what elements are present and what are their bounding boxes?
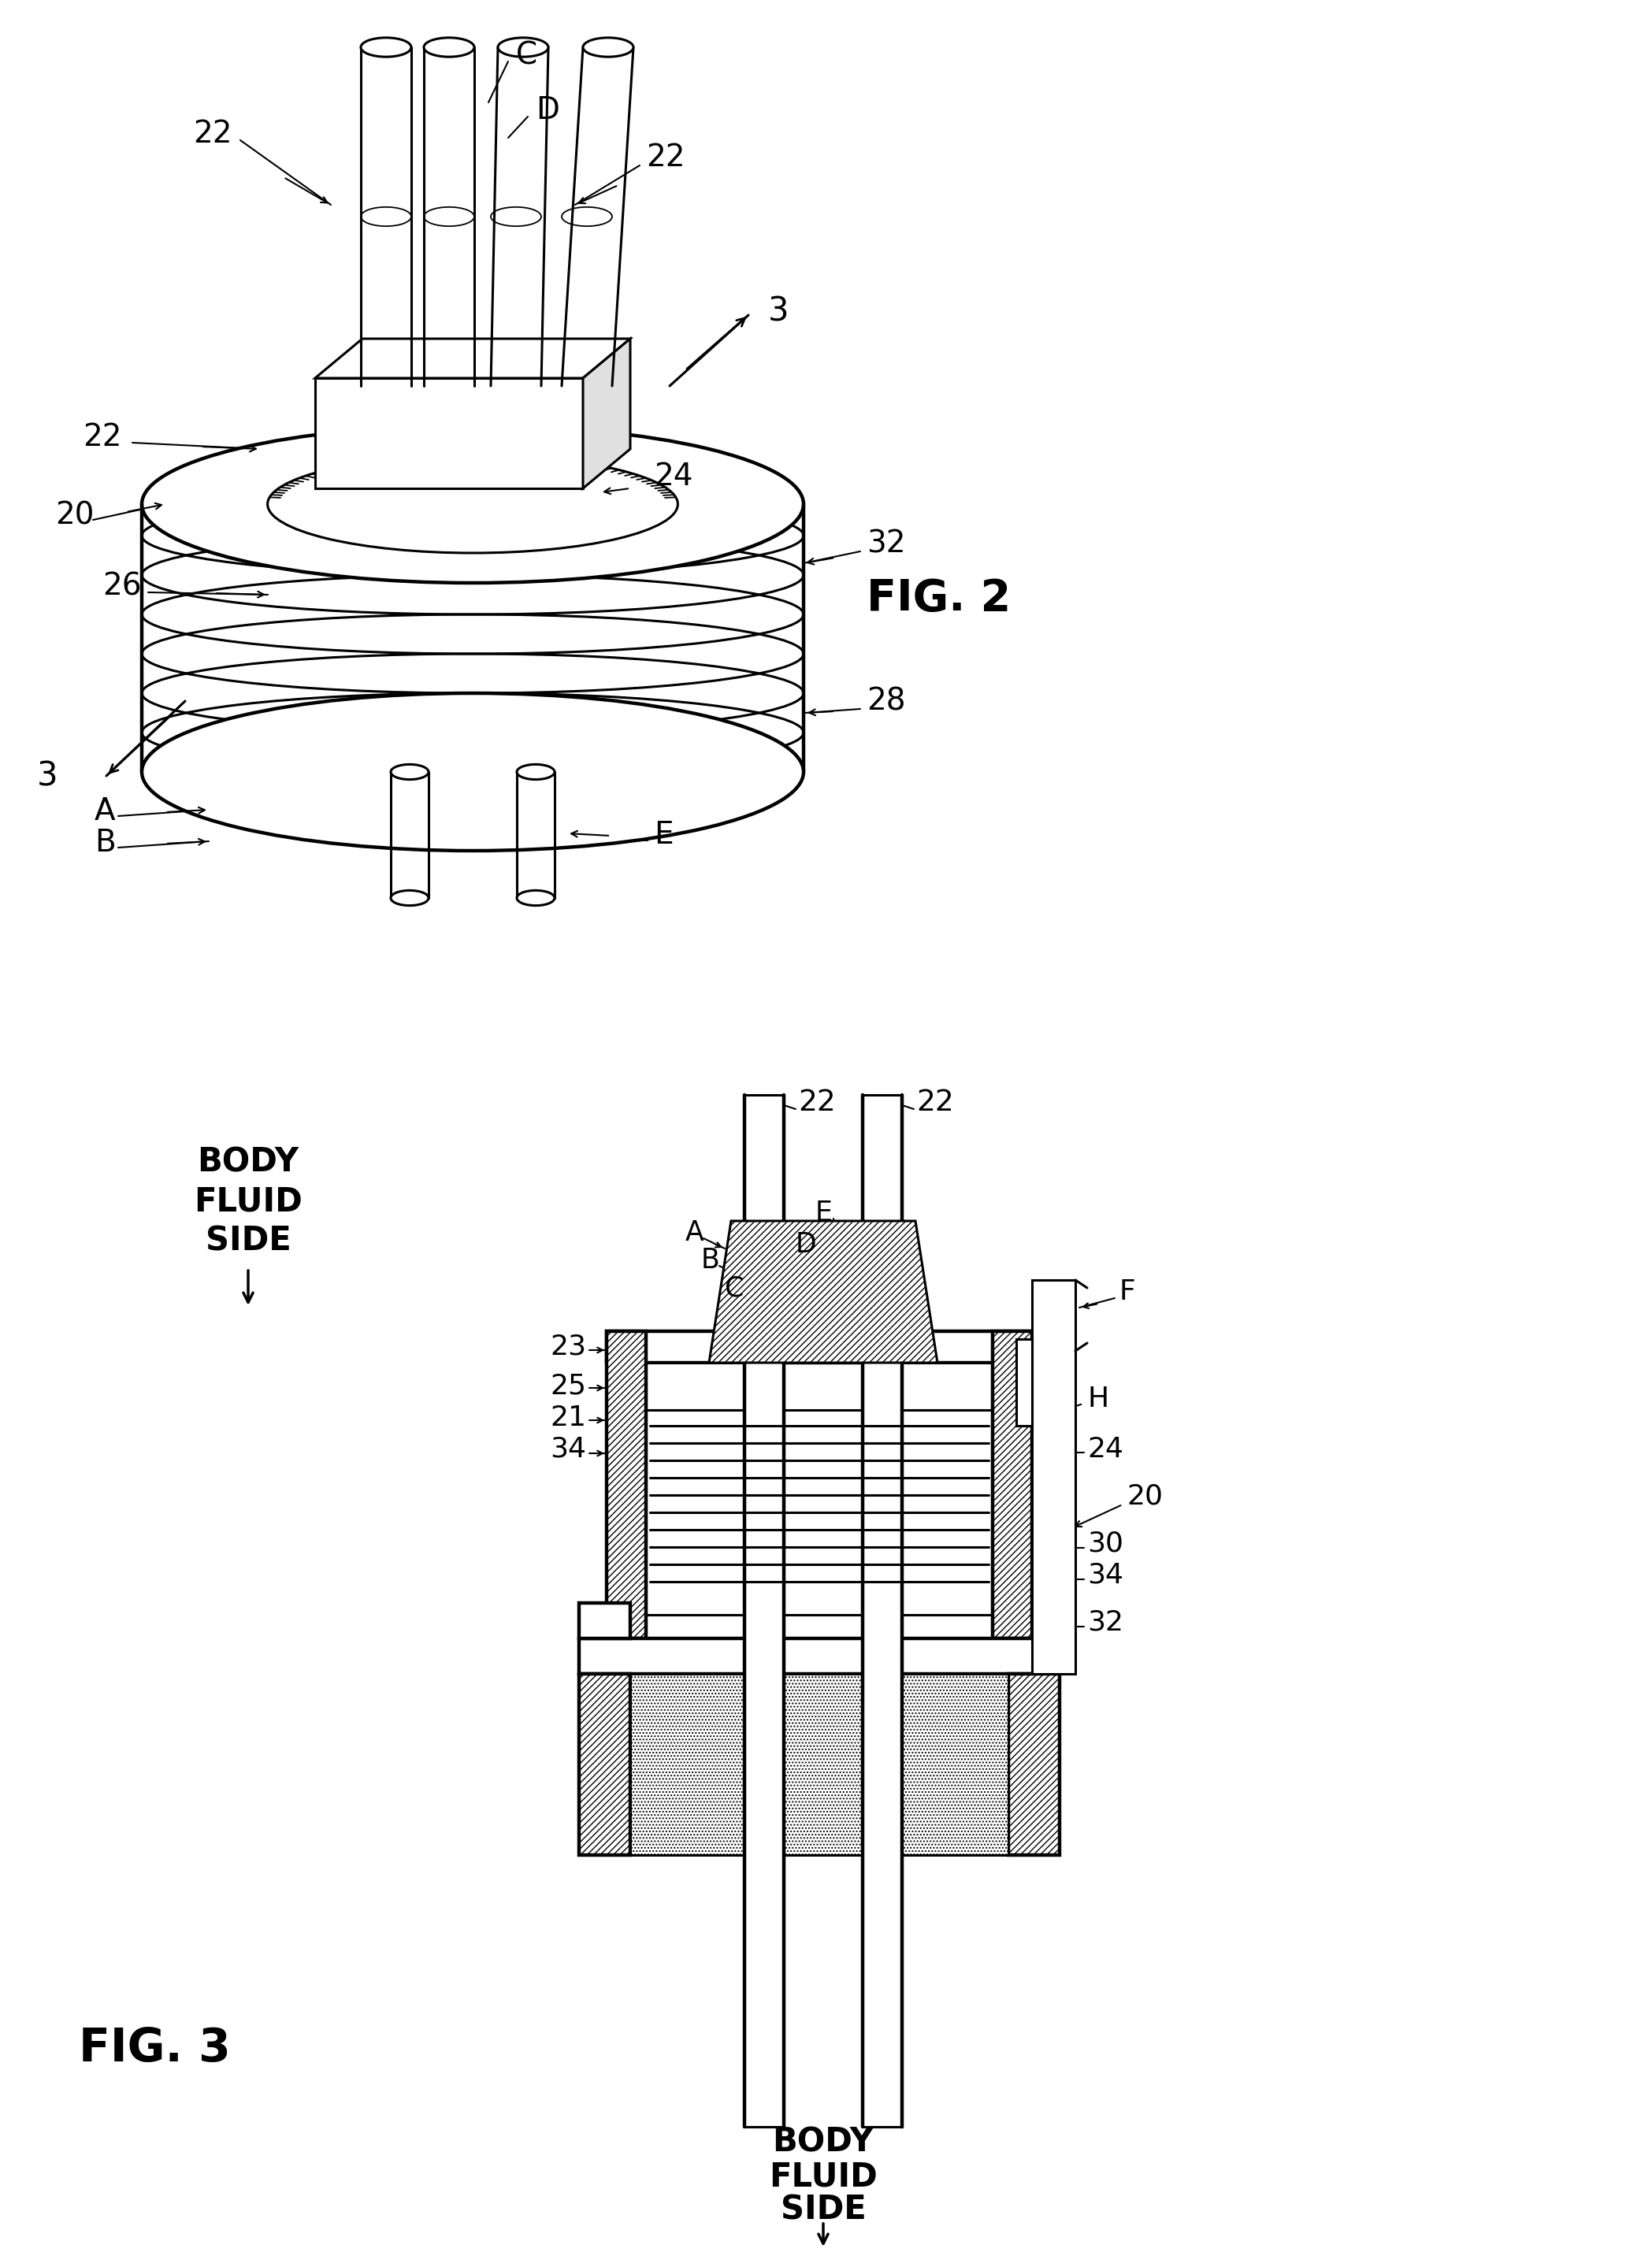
- Bar: [993, 1331, 1032, 1639]
- Text: H: H: [1087, 1385, 1108, 1412]
- Ellipse shape: [517, 891, 555, 905]
- Text: 32: 32: [867, 528, 905, 558]
- Bar: [862, 1095, 902, 2126]
- Text: 23: 23: [550, 1333, 586, 1360]
- Text: 25: 25: [550, 1374, 586, 1399]
- Text: 21: 21: [550, 1406, 586, 1430]
- Text: E: E: [816, 1199, 833, 1226]
- Text: C: C: [725, 1274, 743, 1301]
- Ellipse shape: [392, 764, 428, 780]
- Text: 22: 22: [646, 143, 686, 172]
- Text: D: D: [535, 95, 560, 125]
- Bar: [629, 1673, 1008, 1854]
- Bar: [902, 1362, 993, 1410]
- Text: 22: 22: [798, 1088, 836, 1118]
- Text: SIDE: SIDE: [780, 2194, 866, 2226]
- Text: FLUID: FLUID: [768, 2160, 877, 2192]
- Bar: [1008, 1673, 1059, 1854]
- Text: 3: 3: [36, 759, 58, 793]
- Text: 24: 24: [1087, 1435, 1123, 1462]
- Text: 22: 22: [193, 118, 233, 150]
- Text: BODY: BODY: [773, 2126, 874, 2158]
- Text: 34: 34: [1087, 1562, 1123, 1589]
- Text: 24: 24: [654, 462, 692, 492]
- Bar: [1032, 1281, 1075, 1673]
- Text: D: D: [796, 1231, 816, 1258]
- Text: A: A: [686, 1220, 704, 1247]
- Ellipse shape: [583, 39, 633, 57]
- Bar: [646, 1410, 993, 1614]
- Text: 26: 26: [102, 571, 142, 601]
- Ellipse shape: [392, 891, 428, 905]
- Bar: [580, 1639, 1059, 1673]
- Ellipse shape: [497, 39, 548, 57]
- Text: 22: 22: [917, 1088, 953, 1118]
- Text: A: A: [94, 796, 116, 825]
- Bar: [745, 1095, 783, 2126]
- Text: E: E: [654, 821, 674, 850]
- Text: F: F: [1118, 1279, 1135, 1306]
- Text: SIDE: SIDE: [205, 1224, 291, 1258]
- Text: 20: 20: [55, 501, 94, 530]
- Bar: [646, 1362, 745, 1410]
- Text: 3: 3: [768, 295, 790, 329]
- Polygon shape: [316, 379, 583, 487]
- Polygon shape: [316, 338, 629, 379]
- Text: 28: 28: [867, 687, 905, 716]
- Text: B: B: [94, 827, 116, 857]
- Text: 30: 30: [1087, 1530, 1123, 1557]
- Bar: [606, 1331, 646, 1639]
- Bar: [606, 1331, 1032, 1362]
- Ellipse shape: [425, 39, 474, 57]
- Text: B: B: [700, 1247, 720, 1274]
- Text: 34: 34: [550, 1435, 586, 1462]
- Text: BODY: BODY: [197, 1145, 299, 1179]
- Text: C: C: [515, 41, 537, 70]
- Text: 32: 32: [1087, 1610, 1123, 1637]
- Text: 22: 22: [83, 422, 122, 451]
- Ellipse shape: [360, 39, 411, 57]
- Bar: [1016, 1340, 1032, 1426]
- Polygon shape: [583, 338, 629, 487]
- Text: FIG. 2: FIG. 2: [867, 578, 1011, 619]
- Ellipse shape: [142, 426, 803, 583]
- Polygon shape: [709, 1222, 937, 1362]
- Text: 20: 20: [1127, 1483, 1163, 1510]
- Text: FIG. 3: FIG. 3: [79, 2027, 231, 2070]
- Ellipse shape: [142, 694, 803, 850]
- Bar: [1036, 1603, 1059, 1639]
- Text: FLUID: FLUID: [193, 1186, 302, 1217]
- Ellipse shape: [517, 764, 555, 780]
- Bar: [580, 1603, 629, 1639]
- Bar: [580, 1673, 629, 1854]
